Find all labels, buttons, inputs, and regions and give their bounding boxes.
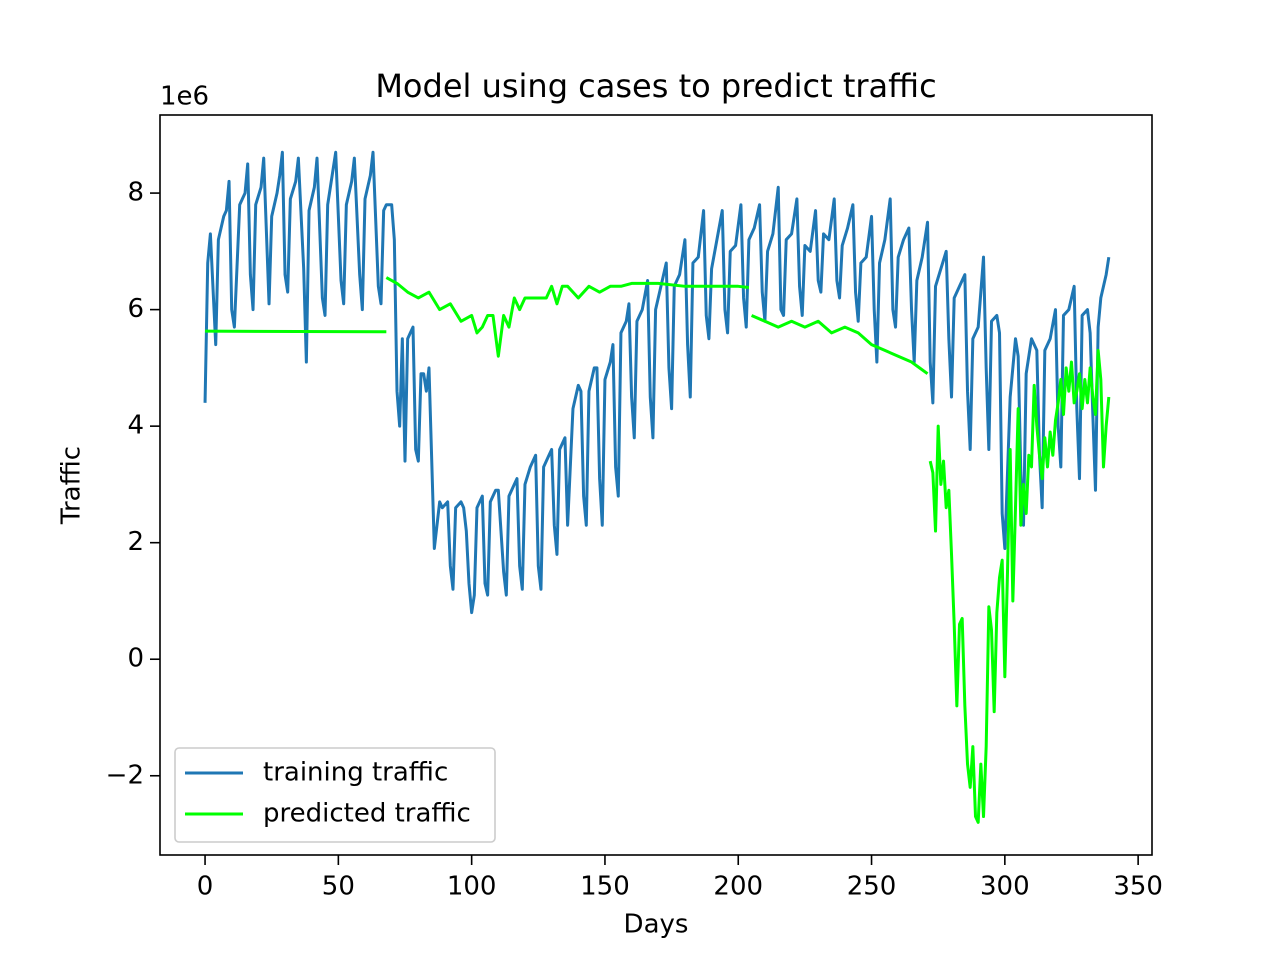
- x-tick-label: 250: [847, 872, 897, 902]
- x-tick-label: 150: [580, 872, 630, 902]
- y-axis-label: Traffic: [57, 446, 87, 525]
- y-tick-label: −2: [106, 760, 144, 790]
- x-tick-label: 50: [322, 872, 355, 902]
- x-tick-label: 350: [1113, 872, 1163, 902]
- legend-box: [174, 747, 496, 843]
- y-offset-label: 1e6: [160, 82, 209, 112]
- series-line: [203, 150, 1111, 615]
- legend-label: training traffic: [263, 758, 448, 788]
- y-tick-label: 0: [127, 644, 144, 674]
- y-tick-label: 6: [127, 294, 144, 324]
- x-tick-label: 0: [197, 872, 214, 902]
- y-tick-label: 2: [127, 527, 144, 557]
- x-tick-label: 100: [447, 872, 497, 902]
- legend-label: predicted traffic: [263, 799, 471, 829]
- chart-title: Model using cases to predict traffic: [375, 67, 936, 105]
- series-line: [205, 276, 1111, 824]
- y-tick-label: 8: [127, 178, 144, 208]
- y-tick-label: 4: [127, 411, 144, 441]
- plot-frame: [159, 114, 1153, 856]
- x-tick-label: 200: [713, 872, 763, 902]
- x-tick-label: 300: [980, 872, 1030, 902]
- x-axis-label: Days: [624, 910, 689, 940]
